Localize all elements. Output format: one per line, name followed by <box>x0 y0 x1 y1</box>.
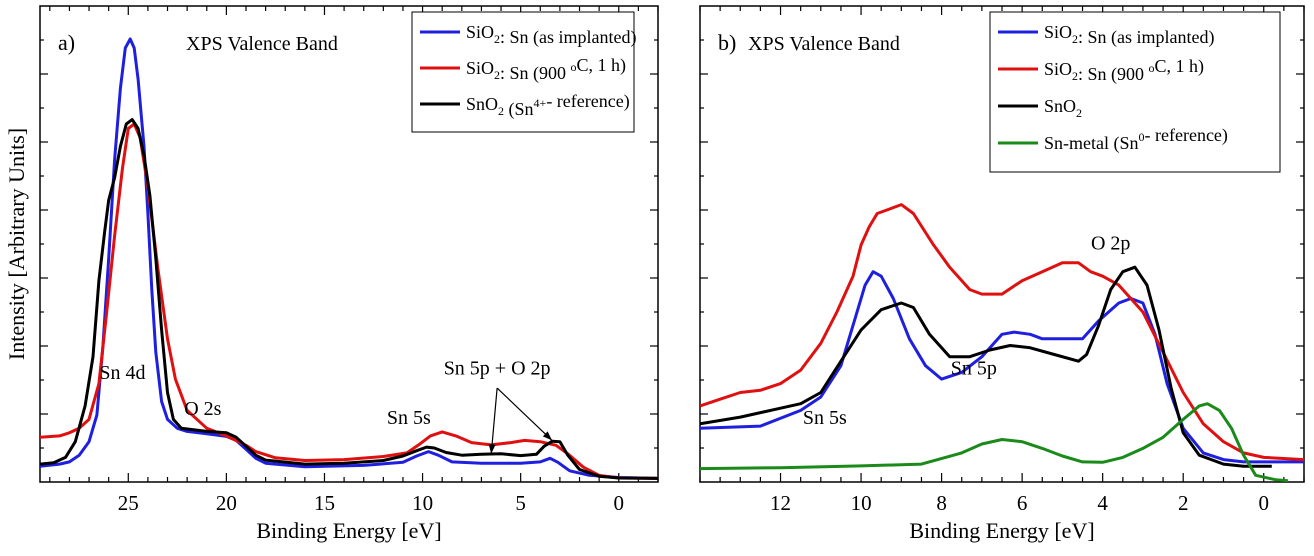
series-line-1 <box>40 37 658 480</box>
legend-entry: SiO2: Sn (as implanted) <box>466 22 637 48</box>
legend-entry: Sn-metal (Sn0- reference) <box>1044 125 1228 154</box>
x-tick-label: 6 <box>1017 491 1028 515</box>
chart-title: XPS Valence Band <box>186 33 338 55</box>
annotation: O 2s <box>184 398 221 420</box>
legend-entry: SiO2: Sn (900 oC, 1 h) <box>466 55 626 84</box>
annotation: Sn 5p + O 2p <box>444 358 551 380</box>
x-tick-label: 15 <box>314 491 335 515</box>
x-tick-label: 10 <box>412 491 433 515</box>
legend-entry: SnO2 (Sn4+- reference) <box>466 91 630 120</box>
x-tick-label: 12 <box>770 491 791 515</box>
annotation: O 2p <box>1091 232 1130 254</box>
legend-entry: SiO2: Sn (as implanted) <box>1044 22 1215 48</box>
panel-label: b) <box>718 30 736 55</box>
legend-entry: SiO2: Sn (900 oC, 1 h) <box>1044 56 1204 85</box>
annotation-arrowhead <box>488 444 496 454</box>
series-line-2 <box>40 122 658 480</box>
x-tick-label: 20 <box>216 491 237 515</box>
annotation: Sn 5s <box>387 407 431 429</box>
x-tick-label: 0 <box>614 491 625 515</box>
chart-title: XPS Valence Band <box>748 33 900 55</box>
annotation-arrow <box>496 387 553 441</box>
x-tick-label: 5 <box>515 491 526 515</box>
x-tick-label: 8 <box>936 491 947 515</box>
annotation-arrowhead <box>542 431 553 441</box>
x-axis-label: Binding Energy [eV] <box>256 518 441 543</box>
panel-b: 12 10 8 6 4 2 0 Binding Energy [eV] b) XPS Valenc… <box>699 5 1305 543</box>
series-line-4 <box>700 402 1289 482</box>
annotation-arrow <box>490 387 498 454</box>
x-axis-label: Binding Energy [eV] <box>909 518 1094 543</box>
x-tick-label: 10 <box>851 491 872 515</box>
panel-a: 25 20 15 10 5 0 Binding Energy [eV] Intensity [… <box>4 5 659 543</box>
annotation: Sn 5p <box>951 358 997 380</box>
series-line-1 <box>700 270 1304 464</box>
x-tick-label: 0 <box>1258 491 1269 515</box>
panel-label: a) <box>58 30 75 55</box>
legend-box <box>989 11 1281 173</box>
legend-entry: SnO2 <box>1044 96 1082 120</box>
series-line-3 <box>40 118 658 480</box>
series-line-2 <box>700 203 1304 462</box>
x-tick-label: 25 <box>118 491 139 515</box>
x-tick-label: 4 <box>1097 491 1108 515</box>
y-axis-label: Intensity [Arbitrary Units] <box>4 128 29 360</box>
series-line-3 <box>700 265 1272 468</box>
x-tick-label: 2 <box>1178 491 1189 515</box>
annotation: Sn 5s <box>803 407 847 429</box>
annotation: Sn 4d <box>99 362 145 384</box>
